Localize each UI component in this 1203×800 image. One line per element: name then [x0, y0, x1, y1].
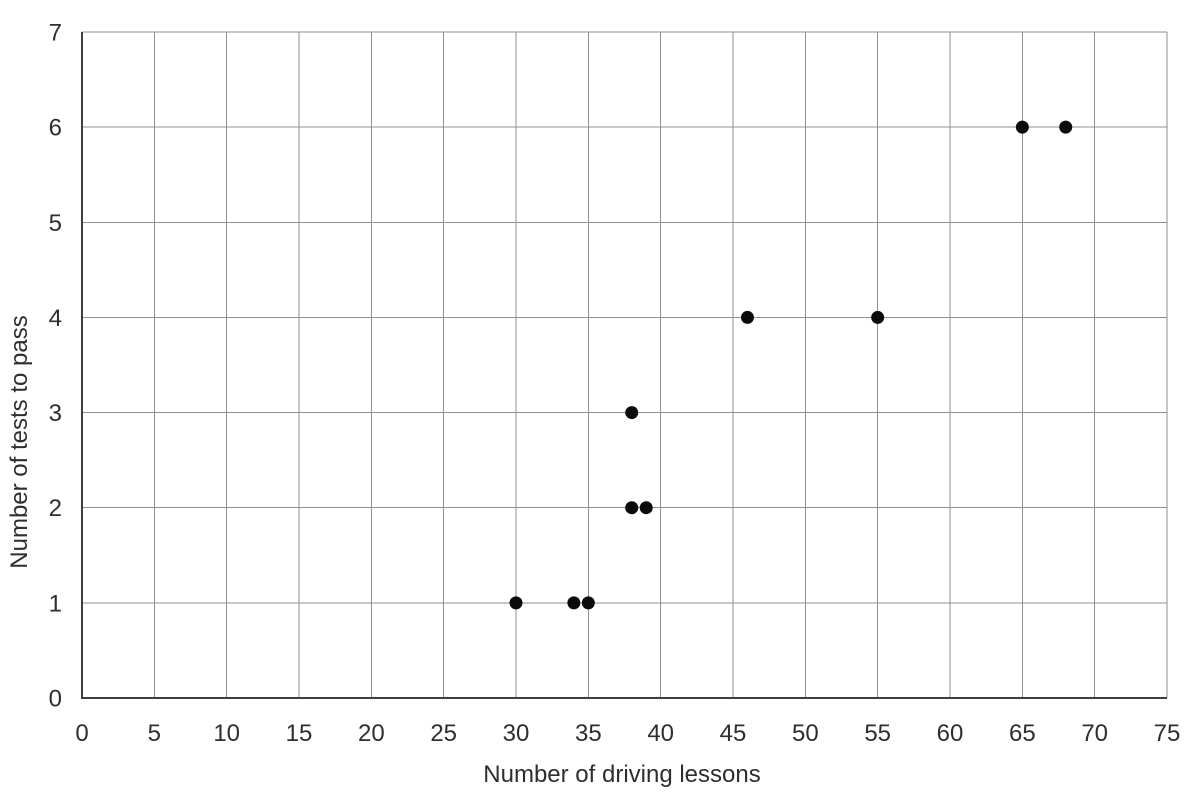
- x-tick-label: 0: [75, 720, 88, 747]
- data-point: [509, 596, 523, 610]
- y-tick-label: 4: [49, 305, 62, 332]
- x-tick-label: 5: [148, 720, 161, 747]
- y-tick-label: 1: [49, 590, 62, 617]
- y-tick-label: 7: [49, 20, 62, 47]
- data-point: [1059, 120, 1073, 134]
- y-tick-label: 6: [49, 115, 62, 142]
- x-tick-label: 15: [286, 720, 313, 747]
- y-axis-title: Number of tests to pass: [6, 315, 33, 568]
- data-point: [581, 596, 595, 610]
- x-tick-label: 25: [430, 720, 457, 747]
- x-tick-labels: 0 5 10 15 20 25 30 35 40 45 50 55 60 65 70 75: [75, 720, 1180, 747]
- x-tick-label: 75: [1154, 720, 1181, 747]
- data-point: [871, 310, 885, 324]
- x-axis-title: Number of driving lessons: [483, 761, 760, 788]
- y-tick-label: 2: [49, 495, 62, 522]
- x-tick-label: 55: [864, 720, 891, 747]
- x-tick-label: 50: [792, 720, 819, 747]
- data-point: [625, 501, 639, 515]
- gridlines: [82, 31, 1168, 698]
- x-tick-label: 60: [937, 720, 964, 747]
- data-point: [740, 310, 754, 324]
- data-point: [625, 406, 639, 420]
- x-tick-label: 35: [575, 720, 602, 747]
- data-point: [639, 501, 653, 515]
- x-tick-label: 45: [720, 720, 747, 747]
- x-tick-label: 40: [647, 720, 674, 747]
- y-tick-labels: 0 1 2 3 4 5 6 7: [49, 20, 62, 713]
- axes: [81, 32, 1167, 699]
- y-tick-label: 0: [49, 686, 62, 713]
- x-tick-label: 30: [503, 720, 530, 747]
- y-tick-label: 5: [49, 210, 62, 237]
- y-tick-label: 3: [49, 400, 62, 427]
- data-points: [509, 120, 1073, 610]
- x-tick-label: 10: [213, 720, 240, 747]
- data-point: [567, 596, 581, 610]
- data-point: [1015, 120, 1029, 134]
- x-tick-label: 65: [1009, 720, 1036, 747]
- x-tick-label: 20: [358, 720, 385, 747]
- x-tick-label: 70: [1081, 720, 1108, 747]
